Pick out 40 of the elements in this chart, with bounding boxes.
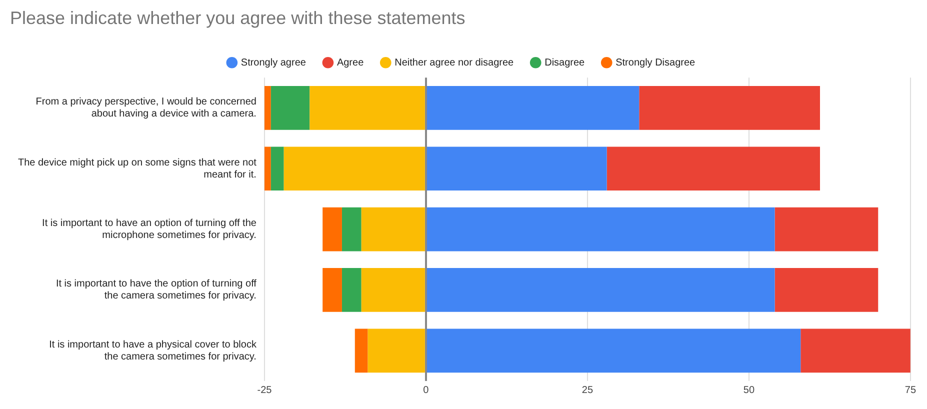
y-tick-label: It is important to have a physical cover to block the camera sometimes for privacy. [49, 339, 258, 362]
y-tick-label: It is important to have the option of turning off the camera sometimes for privacy. [56, 278, 257, 302]
x-tick-label: -25 [257, 384, 272, 396]
bar [774, 207, 878, 252]
bar [264, 146, 271, 191]
bar [264, 86, 271, 130]
bar [426, 328, 801, 373]
y-tick-label: From a privacy perspective, I would be concerned about having a device with a camera. [36, 96, 256, 120]
x-tick-label: 50 [743, 384, 755, 396]
bar [639, 86, 820, 130]
y-tick-label: The device might pick up on some signs that were not meant for it. [18, 157, 257, 180]
legend-label: Strongly Disagree [616, 57, 696, 68]
bar [322, 268, 342, 312]
bar [606, 146, 820, 191]
bar [426, 207, 775, 252]
bar [774, 268, 878, 312]
bar [368, 328, 425, 373]
bar [310, 86, 425, 130]
bar [322, 207, 342, 252]
bar [361, 268, 425, 312]
y-tick-label: It is important to have an option of turning off the microphone sometimes for privacy. [42, 218, 257, 242]
legend-label: Neither agree nor disagree [394, 57, 514, 68]
x-tick-label: 0 [423, 384, 430, 396]
bar [800, 328, 910, 373]
bar [426, 146, 607, 191]
bar [284, 146, 425, 191]
bar [361, 207, 425, 252]
bar [342, 268, 362, 312]
bar [270, 146, 284, 191]
bar [354, 328, 368, 373]
legend-label: Agree [336, 57, 364, 68]
chart-title: Please indicate whether you agree with these statements [10, 8, 466, 28]
x-tick-label: 75 [904, 384, 916, 396]
legend-label: Disagree [544, 57, 586, 68]
bar [426, 268, 775, 312]
bar [342, 207, 362, 252]
x-tick-label: 25 [582, 384, 594, 396]
legend-label: Strongly agree [240, 57, 306, 68]
bar [426, 86, 640, 130]
bar [270, 86, 310, 130]
